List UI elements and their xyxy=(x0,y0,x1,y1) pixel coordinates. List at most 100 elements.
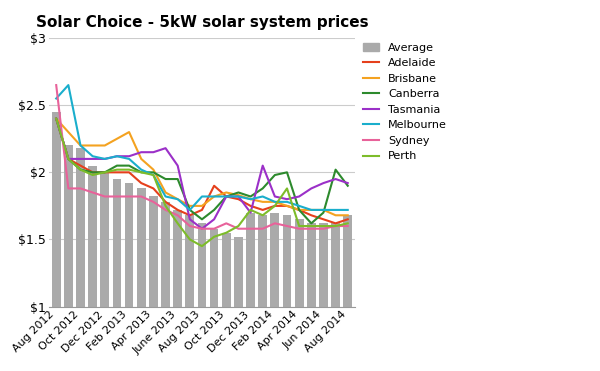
Canberra xyxy=(271,173,278,177)
Tasmania xyxy=(259,163,266,168)
Bar xyxy=(283,215,292,306)
Sydney xyxy=(53,83,60,87)
Tasmania xyxy=(344,181,352,185)
Adelaide xyxy=(77,163,84,168)
Bar xyxy=(88,165,97,306)
Sydney xyxy=(223,221,230,226)
Perth xyxy=(223,230,230,235)
Canberra xyxy=(113,163,121,168)
Sydney xyxy=(186,224,193,228)
Melbourne xyxy=(186,208,193,212)
Melbourne xyxy=(65,83,72,87)
Perth xyxy=(113,167,121,172)
Adelaide xyxy=(125,170,133,175)
Canberra xyxy=(235,190,242,195)
Line: Perth: Perth xyxy=(56,119,348,246)
Bar xyxy=(197,223,206,306)
Brisbane xyxy=(101,143,109,148)
Melbourne xyxy=(296,204,303,208)
Sydney xyxy=(89,190,96,195)
Melbourne xyxy=(332,208,339,212)
Brisbane xyxy=(137,157,145,161)
Adelaide xyxy=(332,221,339,226)
Bar xyxy=(222,233,230,306)
Perth xyxy=(77,167,84,172)
Adelaide xyxy=(150,186,157,191)
Brisbane xyxy=(89,143,96,148)
Melbourne xyxy=(150,173,157,177)
Adelaide xyxy=(101,170,109,175)
Adelaide xyxy=(113,170,121,175)
Brisbane xyxy=(296,208,303,212)
Sydney xyxy=(101,194,109,199)
Melbourne xyxy=(271,200,278,204)
Tasmania xyxy=(223,194,230,199)
Perth xyxy=(235,224,242,228)
Sydney xyxy=(137,194,145,199)
Perth xyxy=(247,208,254,212)
Sydney xyxy=(162,208,169,212)
Tasmania xyxy=(174,163,181,168)
Tasmania xyxy=(320,181,327,185)
Brisbane xyxy=(211,194,218,199)
Canberra xyxy=(77,167,84,172)
Canberra xyxy=(53,116,60,121)
Line: Adelaide: Adelaide xyxy=(56,119,348,223)
Sydney xyxy=(65,186,72,191)
Tasmania xyxy=(332,177,339,181)
Tasmania xyxy=(199,226,206,231)
Canberra xyxy=(101,170,109,175)
Line: Sydney: Sydney xyxy=(56,85,348,229)
Canberra xyxy=(174,177,181,181)
Tasmania xyxy=(89,157,96,161)
Melbourne xyxy=(344,208,352,212)
Brisbane xyxy=(150,167,157,172)
Brisbane xyxy=(174,197,181,201)
Canberra xyxy=(186,208,193,212)
Line: Canberra: Canberra xyxy=(56,119,348,223)
Melbourne xyxy=(162,194,169,199)
Bar xyxy=(295,219,304,306)
Perth xyxy=(150,173,157,177)
Bar xyxy=(307,223,316,306)
Canberra xyxy=(125,163,133,168)
Perth xyxy=(296,224,303,228)
Bar xyxy=(343,215,352,306)
Canberra xyxy=(150,170,157,175)
Tasmania xyxy=(113,154,121,158)
Canberra xyxy=(89,170,96,175)
Sydney xyxy=(174,213,181,217)
Adelaide xyxy=(223,194,230,199)
Canberra xyxy=(320,210,327,215)
Melbourne xyxy=(235,194,242,199)
Sydney xyxy=(259,226,266,231)
Sydney xyxy=(211,226,218,231)
Adelaide xyxy=(235,197,242,201)
Adelaide xyxy=(199,208,206,212)
Bar xyxy=(149,197,158,306)
Brisbane xyxy=(199,204,206,208)
Perth xyxy=(344,221,352,226)
Adelaide xyxy=(344,217,352,221)
Canberra xyxy=(211,208,218,212)
Canberra xyxy=(283,170,290,175)
Perth xyxy=(283,186,290,191)
Perth xyxy=(320,224,327,228)
Bar xyxy=(64,145,73,306)
Brisbane xyxy=(308,208,315,212)
Canberra xyxy=(65,157,72,161)
Brisbane xyxy=(125,130,133,134)
Bar xyxy=(271,213,279,306)
Bar xyxy=(76,148,85,306)
Sydney xyxy=(332,224,339,228)
Perth xyxy=(53,116,60,121)
Perth xyxy=(174,221,181,226)
Line: Brisbane: Brisbane xyxy=(56,119,348,215)
Canberra xyxy=(199,217,206,221)
Melbourne xyxy=(247,197,254,201)
Melbourne xyxy=(137,167,145,172)
Bar xyxy=(319,223,328,306)
Bar xyxy=(210,229,218,306)
Perth xyxy=(65,157,72,161)
Tasmania xyxy=(77,157,84,161)
